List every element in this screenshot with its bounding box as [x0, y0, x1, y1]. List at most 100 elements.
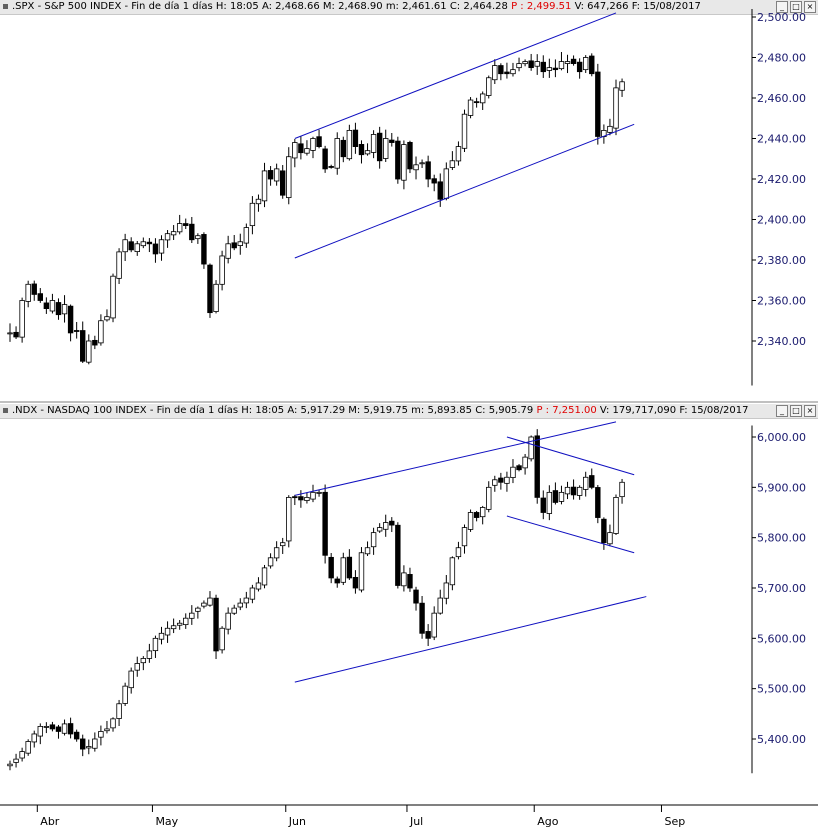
spx-plot-area[interactable]: 2,340.00 2,360.00 2,380.00 2,400.00 2,420.00…	[7, 8, 806, 386]
spx-candle	[473, 101, 480, 104]
ndx-candle	[528, 436, 534, 460]
ndx-candle	[67, 723, 74, 735]
spx-candle	[152, 243, 159, 255]
ndx-candle	[273, 547, 280, 559]
ndx-header-close: C: 5,905.79	[475, 405, 534, 416]
spx-candle	[443, 168, 450, 199]
spx-y-tick-label: 2,360.00	[757, 295, 806, 308]
ndx-candle	[152, 637, 159, 652]
ndx-candle	[425, 631, 431, 639]
spx-candle	[328, 166, 334, 168]
ndx-candle	[201, 602, 207, 607]
ndx-candle	[540, 497, 546, 513]
ndx-y-tick-label: 5,800.00	[757, 532, 806, 545]
ndx-candle	[249, 587, 256, 600]
ndx-candle	[479, 507, 486, 518]
spx-candle	[340, 139, 346, 158]
ndx-candle	[613, 496, 619, 534]
spx-candle	[607, 125, 613, 133]
spx-y-tick-label: 2,460.00	[757, 92, 806, 105]
month-tick-label: Abr	[40, 815, 60, 827]
ndx-header-label: .NDX - NASDAQ 100 INDEX - Fin de día 1 d…	[12, 405, 239, 416]
ndx-candle	[140, 658, 147, 664]
ndx-candle	[383, 522, 389, 530]
spx-header-pointer: P : 2,499.51	[511, 1, 572, 12]
spx-candle	[540, 61, 546, 73]
ndx-candle	[146, 650, 153, 659]
ndx-candle	[110, 718, 116, 729]
spx-candle	[419, 162, 425, 165]
spx-candle	[61, 304, 68, 315]
spx-candle	[225, 243, 231, 259]
ndx-candle	[237, 602, 243, 608]
spx-candle	[613, 87, 619, 129]
spx-candle	[140, 241, 147, 247]
ndx-header-time: H: 18:05	[241, 405, 285, 416]
spx-candle	[31, 283, 37, 295]
ndx-candle	[546, 491, 553, 514]
panel-menu-icon[interactable]	[3, 4, 8, 9]
spx-y-tick-label: 2,480.00	[757, 52, 806, 65]
ndx-candle	[334, 578, 340, 584]
spx-close-icon[interactable]: ×	[804, 1, 816, 13]
spx-candle	[570, 58, 577, 64]
ndx-candle	[304, 496, 310, 501]
spx-candle	[346, 129, 353, 160]
spx-candle	[304, 148, 310, 154]
ndx-y-tick-label: 5,500.00	[757, 683, 806, 696]
spx-candle	[383, 138, 389, 159]
ndx-candle	[552, 490, 559, 503]
spx-candle	[516, 63, 522, 69]
ndx-header-date: F: 15/08/2017	[679, 405, 749, 416]
spx-header-label: .SPX - S&P 500 INDEX - Fin de día 1 días	[12, 1, 213, 12]
ndx-candle	[43, 726, 50, 728]
ndx-candle	[19, 751, 25, 759]
ndx-candle	[346, 556, 353, 579]
ndx-minimize-icon[interactable]: _	[776, 405, 788, 417]
ndx-candle	[595, 487, 601, 518]
ndx-candle	[583, 476, 589, 490]
ndx-candle	[292, 496, 298, 499]
ndx-candle	[607, 532, 613, 545]
ndx-candle	[310, 491, 316, 500]
ndx-y-tick-label: 5,700.00	[757, 582, 806, 595]
ndx-maximize-icon[interactable]: □	[790, 405, 802, 417]
spx-candle	[395, 140, 401, 180]
panel-menu-icon[interactable]	[3, 408, 8, 413]
spx-candle	[73, 330, 80, 332]
spx-candle	[401, 144, 407, 181]
ndx-candle	[31, 733, 37, 743]
ndx-candle	[122, 685, 128, 704]
spx-candle	[170, 231, 177, 236]
ndx-candle	[322, 491, 328, 556]
spx-candle	[407, 141, 413, 170]
month-tick-label: Jun	[288, 815, 306, 827]
ndx-close-icon[interactable]: ×	[804, 405, 816, 417]
spx-candle	[589, 55, 595, 75]
spx-header-open: A: 2,468.66	[261, 1, 320, 12]
spx-candle	[98, 320, 104, 344]
ndx-candle	[7, 763, 13, 767]
spx-candle	[7, 332, 13, 335]
ndx-candle	[340, 557, 346, 583]
spx-candle	[528, 60, 534, 69]
ndx-candle	[486, 486, 492, 510]
ndx-candle	[298, 496, 304, 501]
spx-candle	[13, 331, 19, 338]
spx-candle	[467, 99, 474, 116]
time-axis: Abr May Jun Jul Ago Sep	[0, 401, 818, 827]
spx-candle	[164, 233, 171, 241]
spx-y-tick-label: 2,400.00	[757, 214, 806, 227]
ndx-candle	[195, 607, 201, 612]
ndx-trendline	[506, 515, 635, 554]
spx-candle	[25, 283, 31, 302]
ndx-y-tick-label: 5,900.00	[757, 481, 806, 494]
spx-candle	[413, 164, 419, 171]
ndx-candle	[134, 663, 140, 671]
spx-minimize-icon[interactable]: _	[776, 1, 788, 13]
spx-candle	[389, 139, 395, 143]
spx-maximize-icon[interactable]: □	[790, 1, 802, 13]
ndx-plot-area[interactable]: 5,400.00 5,500.00 5,600.00 5,700.00 5,800.00…	[7, 421, 806, 774]
spx-candle	[37, 293, 43, 301]
